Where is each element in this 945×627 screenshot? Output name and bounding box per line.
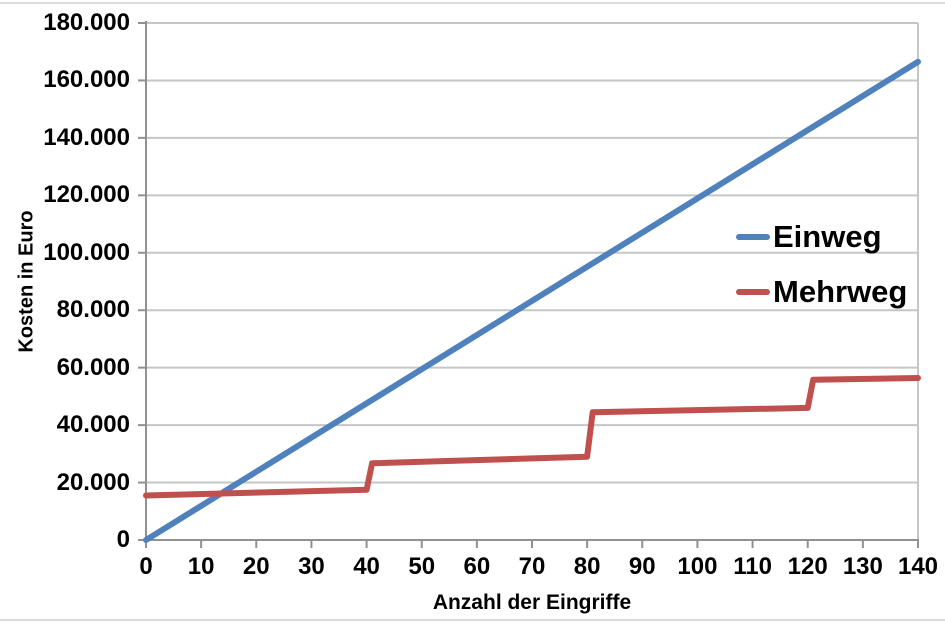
y-tick-label: 40.000 — [56, 411, 130, 439]
y-tick-label: 120.000 — [43, 181, 130, 209]
y-tick-label: 160.000 — [43, 66, 130, 94]
bottom-border-line — [0, 619, 945, 621]
x-tick-label: 140 — [897, 553, 939, 580]
y-tick-label: 100.000 — [43, 238, 130, 266]
x-tick-label: 10 — [187, 553, 215, 580]
y-tick-label: 60.000 — [56, 353, 130, 381]
x-tick-label: 90 — [628, 553, 656, 580]
y-tick-label: 180.000 — [43, 9, 130, 36]
series-line-mehrweg — [143, 375, 921, 499]
x-tick-label: 20 — [242, 553, 270, 580]
legend-line-marker — [736, 234, 770, 240]
x-tick-label: 30 — [298, 553, 325, 580]
x-tick-label: 120 — [787, 553, 828, 580]
top-border-line — [0, 2, 945, 4]
series-line-einweg — [143, 58, 921, 543]
x-tick-label: 110 — [733, 553, 772, 580]
x-tick-label: 70 — [518, 553, 546, 580]
legend-line-marker — [736, 289, 770, 295]
y-tick-label: 20.000 — [56, 468, 130, 496]
x-tick-label: 50 — [408, 553, 436, 580]
x-axis-title: Anzahl der Eingriffe — [432, 591, 632, 614]
x-tick-label: 100 — [677, 553, 718, 580]
legend-item-einweg: Einweg — [736, 214, 907, 260]
legend-item-mehrweg: Mehrweg — [736, 269, 907, 315]
legend-label: Einweg — [773, 219, 882, 254]
legend: Einweg Mehrweg — [736, 214, 907, 315]
x-tick-label: 80 — [573, 553, 601, 580]
y-tick-label: 80.000 — [56, 296, 130, 324]
x-tick-label: 40 — [353, 553, 380, 580]
y-axis-title: Kosten in Euro — [15, 210, 38, 353]
x-tick-label: 60 — [463, 553, 491, 580]
x-tick-label: 0 — [139, 553, 153, 580]
x-tick-label: 130 — [842, 553, 883, 580]
legend-label: Mehrweg — [773, 274, 908, 309]
y-tick-label: 140.000 — [43, 123, 130, 151]
y-tick-label: 0 — [116, 526, 130, 553]
